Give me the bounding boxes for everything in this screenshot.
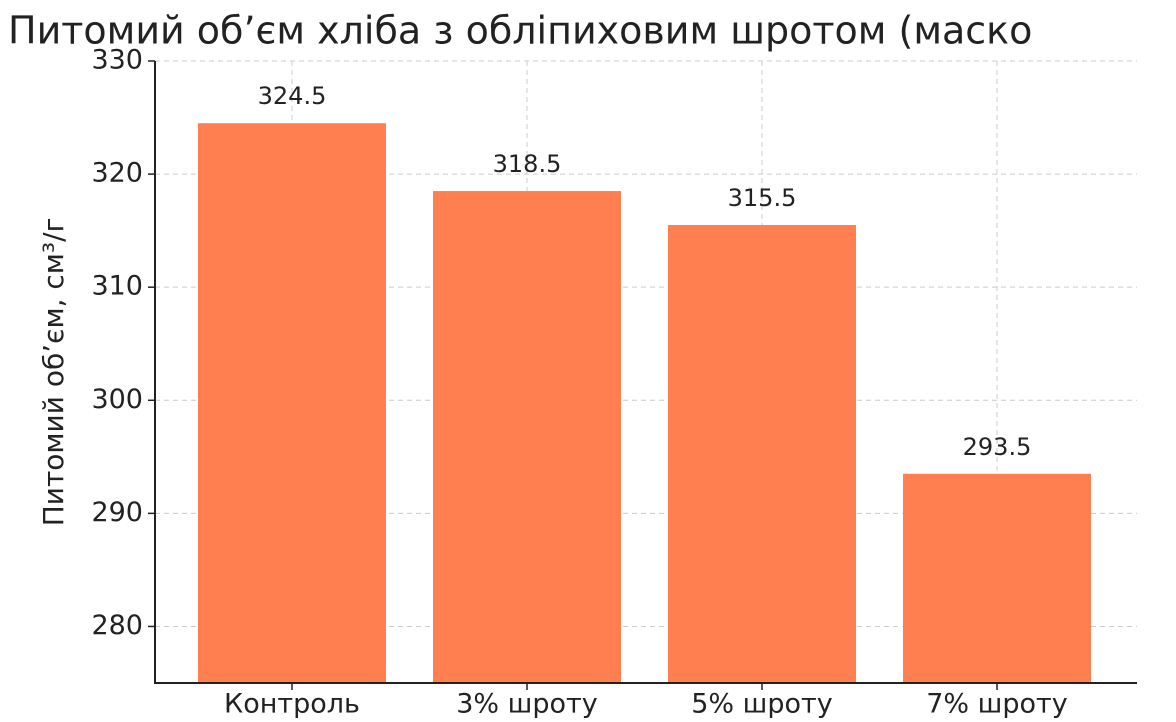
y-tick-label: 310 bbox=[91, 271, 143, 302]
y-tick-label: 320 bbox=[91, 158, 143, 189]
y-axis-label: Питомий об’єм, см³/г bbox=[37, 218, 70, 527]
value-label: 293.5 bbox=[963, 433, 1032, 461]
y-tick-label: 290 bbox=[91, 497, 143, 528]
bar bbox=[668, 224, 856, 683]
x-tick-label: 3% шроту bbox=[456, 689, 598, 720]
x-tick-label: Контроль bbox=[224, 689, 360, 720]
bar bbox=[433, 191, 621, 683]
x-tick-label: 5% шроту bbox=[691, 689, 833, 720]
y-tick-label: 330 bbox=[91, 45, 143, 76]
y-tick-label: 300 bbox=[91, 384, 143, 415]
value-label: 324.5 bbox=[258, 82, 327, 110]
bar bbox=[903, 473, 1091, 683]
y-tick-label: 280 bbox=[91, 610, 143, 641]
x-tick-label: 7% шроту bbox=[926, 689, 1068, 720]
bar bbox=[198, 123, 386, 683]
value-label: 315.5 bbox=[728, 184, 797, 212]
value-label: 318.5 bbox=[493, 150, 562, 178]
chart-title: Питомий об’єм хліба з обліпиховим шротом… bbox=[8, 9, 1032, 53]
